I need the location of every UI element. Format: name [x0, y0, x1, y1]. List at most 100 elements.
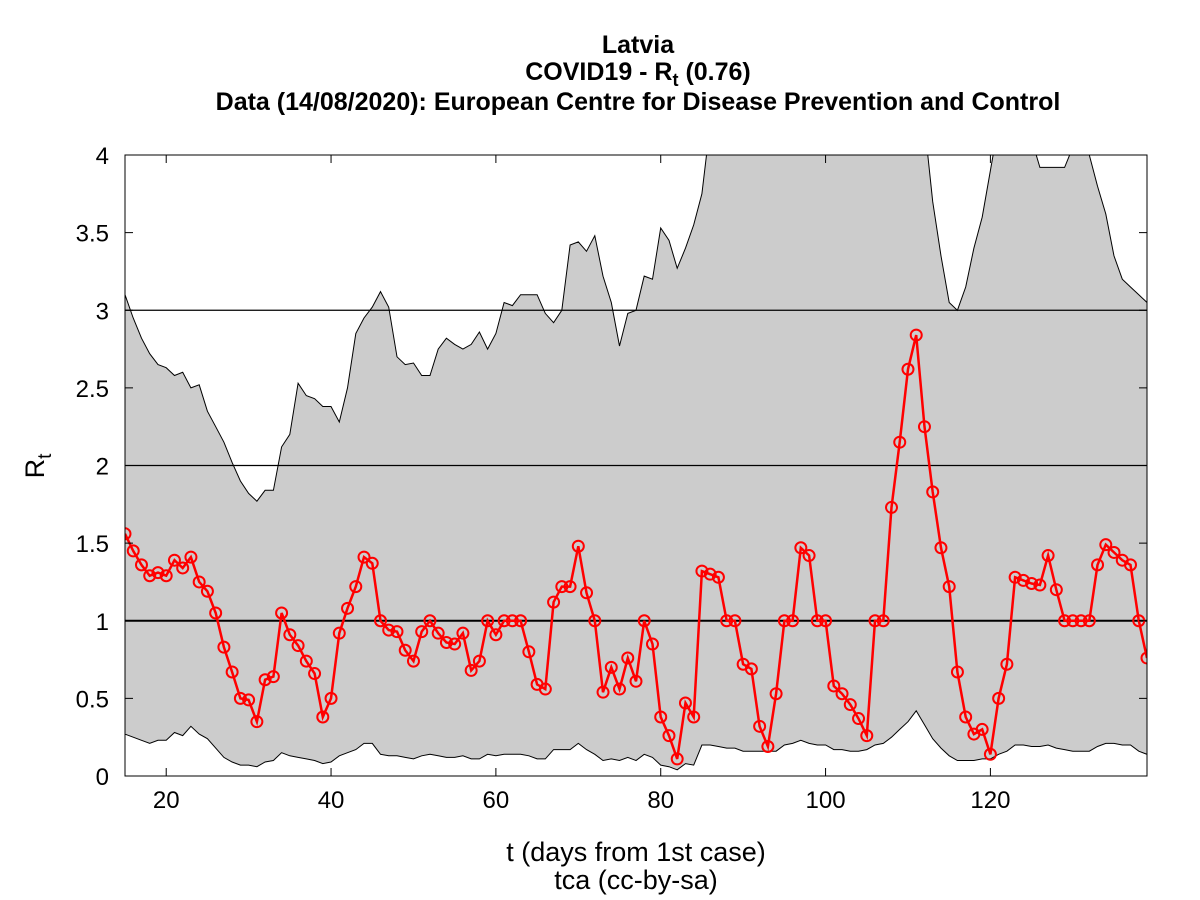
data-point: [1140, 651, 1147, 665]
data-point: [126, 544, 140, 558]
y-tick-label: 1.5: [76, 531, 109, 558]
data-point: [621, 651, 635, 665]
data-point: [200, 584, 214, 598]
data-point: [1066, 614, 1080, 628]
y-tick-label: 0.5: [76, 686, 109, 713]
data-point: [975, 722, 989, 736]
data-point: [819, 614, 833, 628]
data-point: [357, 550, 371, 564]
data-point: [431, 626, 445, 640]
data-point: [654, 710, 668, 724]
data-point: [176, 561, 190, 575]
data-point: [266, 670, 280, 684]
data-point: [489, 628, 503, 642]
data-point: [497, 614, 511, 628]
data-point: [893, 435, 907, 449]
data-point: [143, 569, 157, 583]
chart-title-source: Data (14/08/2020): European Centre for D…: [216, 88, 1061, 116]
x-tick-label: 120: [970, 787, 1010, 814]
data-point: [670, 752, 684, 766]
data-point: [1058, 614, 1072, 628]
data-point: [547, 595, 561, 609]
data-point: [555, 580, 569, 594]
data-point: [761, 740, 775, 754]
data-point: [810, 614, 824, 628]
data-point: [917, 420, 931, 434]
data-point: [299, 654, 313, 668]
data-point: [398, 643, 412, 657]
data-point: [159, 569, 173, 583]
data-point: [291, 639, 305, 653]
x-tick-label: 100: [806, 787, 846, 814]
data-point: [464, 663, 478, 677]
data-point: [728, 614, 742, 628]
data-point: [926, 485, 940, 499]
data-point: [332, 626, 346, 640]
data-point: [687, 710, 701, 724]
data-point: [695, 564, 709, 578]
data-point: [1107, 545, 1121, 559]
data-point: [390, 625, 404, 639]
data-point: [505, 614, 519, 628]
data-point: [423, 614, 437, 628]
chart-title-metric-sub: t: [673, 70, 679, 90]
data-point: [1091, 558, 1105, 572]
x-axis-label: t (days from 1st case): [506, 837, 766, 867]
data-point: [341, 601, 355, 615]
chart-title-metric: COVID19 - Rt (0.76): [525, 58, 751, 90]
data-point: [258, 673, 272, 687]
data-point: [827, 679, 841, 693]
data-point: [580, 586, 594, 600]
data-point: [151, 566, 165, 580]
data-point: [588, 614, 602, 628]
data-point: [711, 570, 725, 584]
data-point: [662, 729, 676, 743]
credit-label: tca (cc-by-sa): [554, 865, 718, 895]
rt-series-points: [125, 328, 1147, 766]
y-tick-label: 4: [96, 143, 109, 170]
y-axis-label-main: R: [20, 459, 50, 479]
y-tick-label: 3.5: [76, 221, 109, 248]
data-point: [538, 682, 552, 696]
data-point: [316, 710, 330, 724]
data-point: [613, 682, 627, 696]
data-point: [720, 614, 734, 628]
data-point: [885, 500, 898, 514]
data-point: [983, 747, 997, 761]
data-point: [514, 614, 528, 628]
y-tick-label: 2: [96, 454, 109, 481]
data-point: [209, 606, 223, 620]
data-point: [637, 614, 651, 628]
y-tick-label: 3: [96, 298, 109, 325]
data-point: [835, 687, 849, 701]
data-point: [324, 691, 338, 705]
data-point: [365, 556, 379, 570]
data-point: [1041, 549, 1055, 563]
data-point: [843, 698, 857, 712]
plot-area: [125, 155, 1147, 771]
data-point: [125, 527, 132, 541]
data-point: [571, 539, 585, 553]
data-point: [217, 640, 231, 654]
data-point: [992, 691, 1006, 705]
data-point: [242, 693, 256, 707]
data-point: [448, 637, 462, 651]
data-point: [901, 362, 915, 376]
data-point: [225, 665, 239, 679]
data-point: [1000, 657, 1014, 671]
y-tick-label: 2.5: [76, 376, 109, 403]
data-point: [406, 654, 420, 668]
data-point: [604, 660, 618, 674]
data-point: [678, 696, 692, 710]
y-axis-label: Rt: [20, 453, 56, 479]
data-point: [1099, 538, 1113, 552]
data-point: [786, 614, 800, 628]
data-point: [233, 691, 247, 705]
chart-title-metric-suffix: (0.76): [679, 58, 751, 86]
x-tick-label: 40: [318, 787, 345, 814]
data-point: [184, 550, 198, 564]
data-point: [456, 626, 470, 640]
data-point: [374, 614, 387, 628]
data-point: [563, 580, 577, 594]
